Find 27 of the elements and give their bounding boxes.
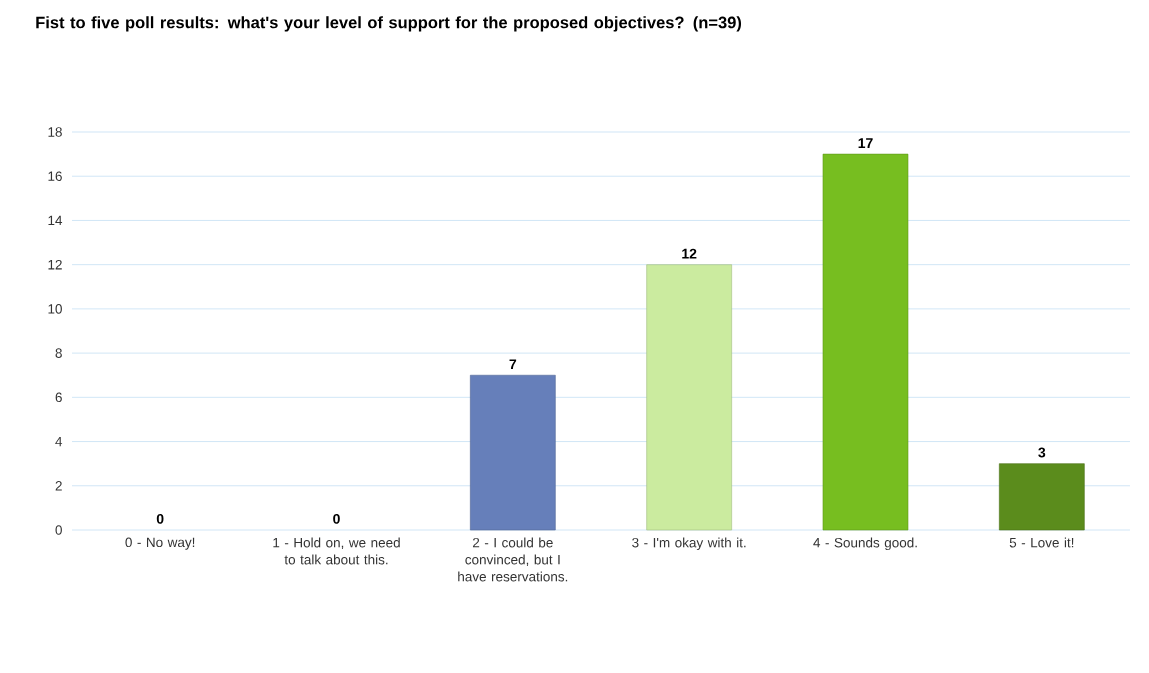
- data-label: 12: [682, 248, 697, 259]
- y-tick-label: 12: [48, 259, 62, 270]
- data-label: 7: [509, 359, 517, 370]
- data-label: 3: [1038, 447, 1046, 458]
- chart-title: Fist to five poll results: what's your level of support for the proposed objectives? (n=39): [36, 16, 742, 32]
- bar: [822, 153, 909, 531]
- y-tick-label: 18: [48, 127, 62, 137]
- x-tick-label: 1 - Hold on, we need to talk about this.: [273, 537, 400, 565]
- y-tick-label: 10: [48, 304, 62, 314]
- x-tick-label: 5 - Love it!: [1009, 537, 1074, 548]
- y-tick-label: 2: [55, 481, 62, 491]
- data-label: 17: [858, 138, 873, 148]
- y-tick-label: 0: [55, 525, 62, 535]
- y-tick-label: 4: [55, 436, 63, 447]
- x-tick-label: 0 - No way!: [125, 537, 195, 550]
- bar: [646, 264, 732, 531]
- x-tick-label: 2 - I could be convinced, but I have reservations.: [458, 537, 568, 582]
- data-label: 0: [156, 513, 164, 524]
- bar: [470, 374, 556, 531]
- y-tick-label: 14: [48, 215, 63, 226]
- x-tick-label: 3 - I'm okay with it.: [632, 537, 746, 551]
- data-label: 0: [333, 513, 340, 524]
- x-tick-label: 4 - Sounds good.: [813, 537, 917, 551]
- y-tick-label: 6: [55, 392, 62, 403]
- y-tick-label: 16: [48, 171, 62, 181]
- y-tick-label: 8: [55, 348, 62, 358]
- bar: [999, 463, 1085, 531]
